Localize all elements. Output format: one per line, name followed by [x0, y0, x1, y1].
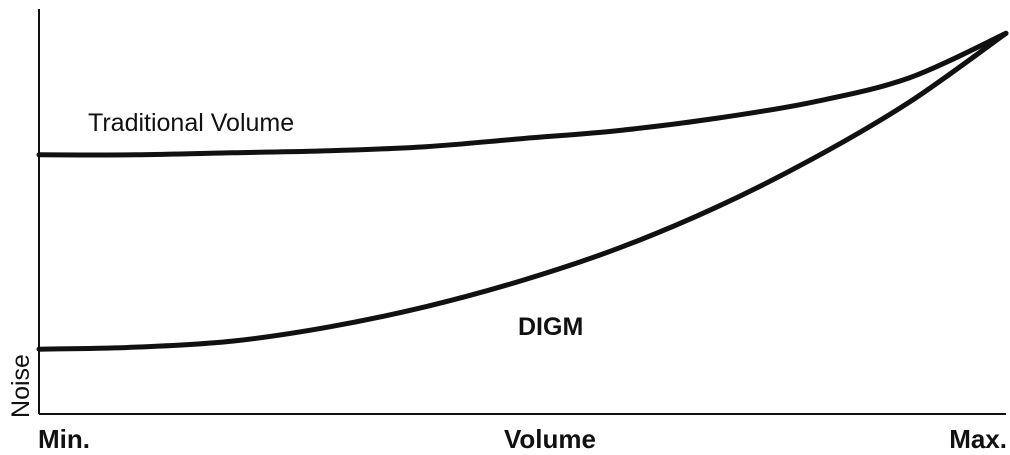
series-label-digm: DIGM — [518, 313, 583, 341]
series-layer — [36, 30, 1009, 352]
x-axis-label: Volume — [504, 424, 596, 450]
x-tick-max-label: Max. — [949, 424, 1007, 450]
y-axis-label: Noise — [7, 354, 35, 418]
digm-line — [36, 30, 1009, 352]
series-label-traditional-volume: Traditional Volume — [88, 109, 294, 137]
x-tick-min-label: Min. — [38, 424, 90, 450]
traditional-volume-line — [36, 30, 1009, 158]
